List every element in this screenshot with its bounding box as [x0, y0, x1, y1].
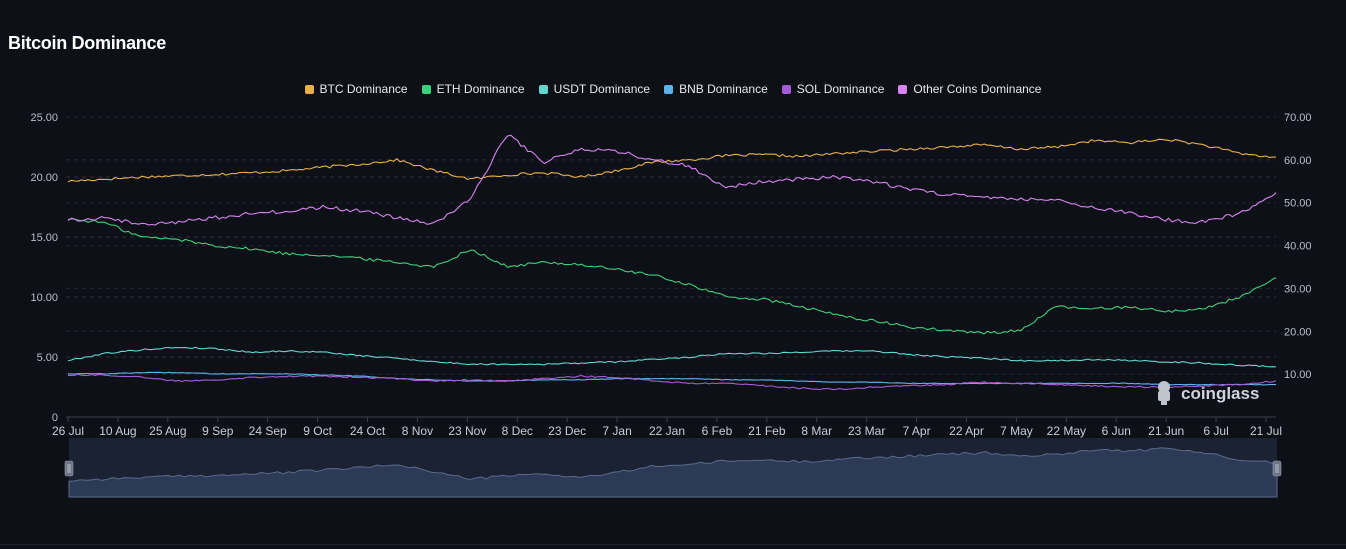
navigator-handle-left[interactable] — [64, 460, 74, 477]
legend-swatch — [664, 84, 674, 94]
y-right-tick-label: 60.00 — [1284, 155, 1312, 167]
series-line-btc-dominance — [67, 138, 1276, 183]
y-left-tick-label: 5.00 — [37, 352, 58, 364]
y-axis-left: 25.00 20.00 15.00 10.00 5.00 0 — [30, 112, 58, 424]
watermark-text: coinglass — [1181, 384, 1259, 403]
x-tick-label: 25 Aug — [149, 424, 186, 438]
legend-label: BNB Dominance — [679, 82, 768, 96]
y-right-tick-label: 40.00 — [1284, 241, 1312, 253]
navigator-handle-right[interactable] — [1272, 460, 1282, 477]
y-left-tick-label: 25.00 — [30, 112, 58, 124]
y-left-tick-label: 0 — [52, 412, 58, 424]
x-tick-label: 24 Sep — [249, 424, 287, 438]
y-right-tick-label: 30.00 — [1284, 283, 1312, 295]
x-tick-label: 6 Jul — [1203, 424, 1228, 438]
x-tick-label: 24 Oct — [350, 424, 386, 438]
y-axis-right: 70.00 60.00 50.00 40.00 30.00 20.00 10.00 — [1284, 112, 1312, 381]
chart-title: Bitcoin Dominance — [8, 33, 166, 53]
legend-label: ETH Dominance — [436, 82, 525, 96]
series-line-eth-dominance — [67, 218, 1277, 335]
coinglass-logo-icon — [1158, 381, 1170, 405]
series-line-other-coins-dominance — [67, 134, 1277, 226]
x-tick-label: 22 Apr — [949, 424, 984, 438]
y-right-tick-label: 20.00 — [1284, 326, 1312, 338]
x-tick-label: 21 Jun — [1148, 424, 1184, 438]
legend-swatch — [781, 84, 791, 94]
legend-label: BTC Dominance — [319, 82, 408, 96]
x-tick-label: 21 Feb — [748, 424, 786, 438]
x-tick-label: 10 Aug — [99, 424, 136, 438]
legend-item-btc-dominance[interactable]: BTC Dominance — [304, 82, 408, 96]
legend-label: SOL Dominance — [796, 82, 885, 96]
x-tick-label: 23 Mar — [848, 424, 885, 438]
legend-item-bnb-dominance[interactable]: BNB Dominance — [664, 82, 768, 96]
series-line-usdt-dominance — [67, 346, 1277, 368]
x-tick-label: 26 Jul — [52, 424, 84, 438]
legend-swatch — [421, 84, 431, 94]
x-tick-label: 7 May — [1000, 424, 1033, 438]
legend-item-sol-dominance[interactable]: SOL Dominance — [781, 82, 885, 96]
legend-swatch — [304, 84, 314, 94]
x-tick-label: 9 Oct — [303, 424, 332, 438]
x-axis: 26 Jul 10 Aug 25 Aug 9 Sep 24 Sep 9 Oct 24 Oct… — [52, 416, 1282, 438]
y-left-tick-label: 20.00 — [30, 172, 58, 184]
chart-legend: BTC Dominance ETH Dominance USDT Dominance… — [0, 82, 1346, 96]
x-tick-label: 22 Jan — [649, 424, 685, 438]
legend-label: USDT Dominance — [553, 82, 651, 96]
y-right-tick-label: 10.00 — [1284, 369, 1312, 381]
y-right-tick-label: 70.00 — [1284, 112, 1312, 124]
navigator-area — [68, 447, 1278, 498]
x-tick-label: 6 Feb — [702, 424, 733, 438]
x-tick-label: 7 Apr — [903, 424, 931, 438]
legend-label: Other Coins Dominance — [913, 82, 1042, 96]
x-tick-label: 22 May — [1047, 424, 1086, 438]
x-tick-label: 6 Jun — [1102, 424, 1131, 438]
legend-item-eth-dominance[interactable]: ETH Dominance — [421, 82, 525, 96]
bottom-divider — [0, 544, 1346, 545]
series-line-sol-dominance — [67, 373, 1277, 391]
x-tick-label: 9 Sep — [202, 424, 234, 438]
x-tick-label: 21 Jul — [1250, 424, 1282, 438]
range-navigator[interactable] — [64, 438, 1282, 498]
x-tick-label: 8 Dec — [502, 424, 533, 438]
x-tick-label: 23 Nov — [448, 424, 486, 438]
x-tick-label: 23 Dec — [548, 424, 586, 438]
series-line-bnb-dominance — [68, 371, 1277, 386]
legend-swatch — [898, 84, 908, 94]
x-tick-label: 8 Nov — [402, 424, 433, 438]
legend-item-other-coins-dominance[interactable]: Other Coins Dominance — [898, 82, 1041, 96]
x-tick-label: 7 Jan — [602, 424, 631, 438]
x-tick-label: 8 Mar — [801, 424, 832, 438]
coinglass-watermark: coinglass — [1158, 381, 1259, 405]
series-lines — [67, 134, 1277, 391]
legend-item-usdt-dominance[interactable]: USDT Dominance — [538, 82, 651, 96]
legend-swatch — [538, 84, 548, 94]
y-left-tick-label: 15.00 — [30, 232, 58, 244]
y-right-tick-label: 50.00 — [1284, 198, 1312, 210]
y-left-tick-label: 10.00 — [30, 292, 58, 304]
